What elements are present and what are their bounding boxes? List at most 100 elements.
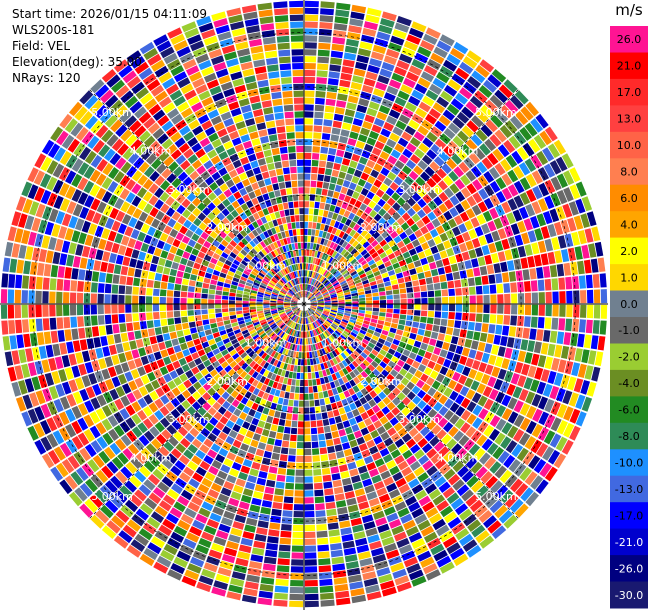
velocity-gate	[373, 300, 380, 304]
velocity-gate	[401, 386, 411, 396]
velocity-gate	[390, 35, 405, 46]
velocity-gate	[334, 184, 342, 193]
velocity-gate	[366, 491, 378, 501]
velocity-gate	[380, 580, 395, 590]
velocity-gate	[272, 502, 283, 510]
velocity-gate	[441, 311, 449, 319]
velocity-gate	[203, 438, 214, 448]
velocity-gate	[448, 426, 459, 438]
velocity-gate	[345, 381, 352, 390]
velocity-gate	[304, 462, 313, 469]
velocity-gate	[400, 304, 407, 310]
velocity-gate	[326, 319, 333, 324]
velocity-gate	[305, 270, 308, 277]
velocity-gate	[295, 330, 299, 337]
velocity-gate	[451, 73, 466, 86]
velocity-gate	[599, 320, 607, 335]
velocity-gate	[429, 161, 440, 172]
velocity-gate	[124, 499, 139, 513]
velocity-gate	[395, 226, 404, 235]
velocity-gate	[188, 280, 196, 287]
velocity-gate	[394, 160, 405, 170]
velocity-gate	[295, 316, 299, 323]
velocity-gate	[330, 343, 336, 350]
velocity-gate	[129, 340, 137, 350]
velocity-gate	[442, 342, 450, 351]
velocity-gate	[312, 279, 317, 286]
velocity-gate	[473, 147, 486, 160]
velocity-gate	[484, 364, 494, 375]
velocity-gate	[385, 187, 395, 197]
velocity-gate	[98, 272, 106, 283]
velocity-gate	[356, 365, 364, 373]
velocity-gate	[585, 319, 593, 334]
velocity-gate	[334, 285, 342, 290]
velocity-gate	[344, 312, 351, 317]
velocity-gate	[306, 310, 310, 316]
velocity-gate	[273, 599, 288, 607]
velocity-gate	[381, 536, 395, 547]
velocity-gate	[377, 464, 388, 474]
velocity-gate	[421, 383, 431, 393]
velocity-gate	[358, 501, 370, 510]
velocity-gate	[309, 316, 312, 323]
velocity-gate	[177, 519, 191, 531]
velocity-gate	[381, 406, 391, 415]
velocity-gate	[481, 275, 489, 285]
velocity-gate	[439, 530, 454, 543]
velocity-gate	[580, 290, 587, 304]
velocity-gate	[544, 126, 558, 142]
velocity-gate	[329, 352, 335, 359]
velocity-gate	[259, 367, 266, 375]
velocity-gate	[495, 177, 507, 190]
velocity-gate	[310, 427, 318, 435]
velocity-gate	[405, 343, 413, 352]
velocity-gate	[304, 586, 319, 594]
velocity-gate	[523, 377, 533, 390]
velocity-gate	[381, 369, 390, 378]
velocity-gate	[345, 173, 353, 182]
velocity-gate	[387, 252, 396, 260]
velocity-gate	[417, 389, 426, 399]
velocity-gate	[409, 332, 417, 340]
velocity-gate	[247, 124, 257, 133]
velocity-gate	[414, 513, 428, 525]
velocity-gate	[453, 215, 464, 226]
velocity-gate	[4, 241, 14, 257]
velocity-gate	[491, 230, 501, 242]
velocity-gate	[351, 206, 359, 215]
velocity-gate	[341, 321, 348, 326]
velocity-gate	[393, 364, 402, 373]
velocity-gate	[352, 481, 363, 490]
velocity-gate	[253, 540, 266, 549]
velocity-gate	[425, 483, 437, 495]
velocity-gate	[562, 390, 573, 405]
velocity-gate	[351, 124, 361, 133]
velocity-gate	[335, 237, 342, 245]
velocity-gate	[372, 368, 381, 377]
velocity-gate	[295, 469, 304, 476]
velocity-gate	[364, 114, 375, 124]
velocity-gate	[371, 124, 382, 134]
velocity-gate	[290, 350, 294, 358]
velocity-gate	[191, 455, 202, 466]
velocity-gate	[346, 188, 354, 197]
velocity-gate	[229, 288, 237, 293]
velocity-gate	[386, 115, 398, 126]
velocity-gate	[471, 70, 486, 84]
velocity-gate	[498, 84, 513, 99]
velocity-gate	[255, 373, 263, 381]
velocity-gate	[350, 248, 357, 255]
velocity-gate	[417, 400, 427, 410]
velocity-gate	[433, 441, 445, 452]
velocity-gate	[134, 268, 142, 278]
velocity-gate	[460, 174, 471, 186]
velocity-gate	[383, 92, 396, 102]
velocity-gate	[367, 175, 376, 185]
velocity-gate	[495, 484, 509, 499]
velocity-gate	[308, 316, 312, 323]
velocity-gate	[411, 484, 424, 495]
velocity-gate	[377, 400, 386, 410]
velocity-gate	[266, 415, 274, 424]
velocity-gate	[267, 371, 273, 379]
